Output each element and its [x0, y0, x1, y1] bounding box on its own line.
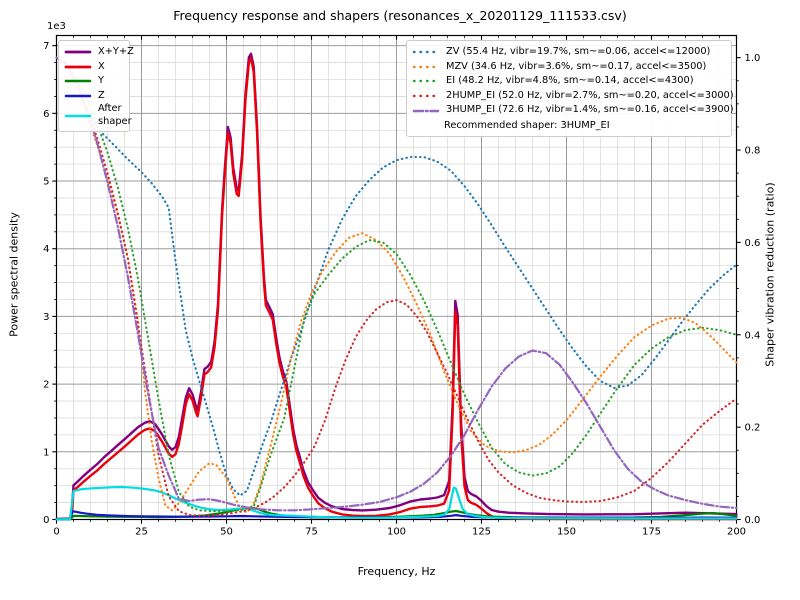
svg-text:0.8: 0.8 — [745, 146, 761, 157]
legend-entry-label: Y — [98, 75, 104, 87]
legend-entry-label: X — [98, 60, 105, 72]
svg-text:50: 50 — [220, 527, 233, 538]
y-axis-offset-label: 1e3 — [47, 21, 66, 32]
svg-text:150: 150 — [557, 527, 576, 538]
legend-line-swatch — [412, 80, 440, 83]
svg-text:175: 175 — [642, 527, 661, 538]
legend-line-swatch — [412, 65, 440, 69]
legend-entry-mzv: MZV (34.6 Hz, vibr=3.6%, sm~=0.17, accel… — [412, 60, 725, 75]
legend-shapers: ZV (55.4 Hz, vibr=19.7%, sm~=0.06, accel… — [406, 40, 734, 137]
legend-psd: X+Y+Z X Y Z After shaper — [58, 40, 134, 133]
legend-entry-x: X — [64, 60, 123, 75]
series-2hump-ei — [55, 56, 738, 517]
legend-line-swatch — [64, 114, 92, 118]
series-ei — [55, 56, 738, 513]
recommended-shaper-text: Recommended shaper: 3HUMP_EI — [444, 119, 610, 131]
x-axis-label: Frequency, Hz — [357, 565, 436, 578]
legend-line-swatch — [412, 51, 440, 54]
legend-entry-z: Z — [64, 89, 123, 104]
legend-entry-x-y-z: X+Y+Z — [64, 45, 134, 60]
legend-line-swatch — [64, 65, 92, 69]
series-after-shaper — [55, 485, 738, 521]
legend-entry-label: After shaper — [98, 103, 132, 127]
svg-text:1: 1 — [43, 447, 49, 458]
series-mzv — [55, 56, 738, 514]
chart-title: Frequency response and shapers (resonanc… — [173, 8, 627, 23]
legend-entry-label: X+Y+Z — [98, 46, 134, 58]
legend-entry-after-shaper: After shaper — [64, 103, 132, 128]
svg-text:1.0: 1.0 — [745, 53, 761, 64]
svg-text:200: 200 — [727, 527, 746, 538]
svg-text:2: 2 — [43, 380, 49, 391]
svg-text:0.2: 0.2 — [745, 423, 761, 434]
svg-text:3: 3 — [43, 312, 49, 323]
series-zv — [55, 56, 738, 497]
legend-line-swatch — [412, 109, 440, 112]
svg-text:125: 125 — [472, 527, 491, 538]
legend-line-swatch — [64, 80, 92, 83]
svg-text:0: 0 — [53, 527, 59, 538]
legend-entry-2hump-ei: 2HUMP_EI (52.0 Hz, vibr=2.7%, sm~=0.20, … — [412, 89, 734, 104]
svg-text:5: 5 — [43, 177, 49, 188]
legend-line-swatch — [412, 94, 440, 98]
svg-text:0: 0 — [43, 515, 49, 526]
legend-entry-label: 3HUMP_EI (72.6 Hz, vibr=1.4%, sm~=0.16, … — [446, 104, 734, 116]
legend-entry-label: 2HUMP_EI (52.0 Hz, vibr=2.7%, sm~=0.20, … — [446, 89, 734, 101]
legend-entry-label: Z — [98, 89, 105, 101]
legend-line-swatch — [64, 50, 92, 54]
svg-text:25: 25 — [135, 527, 148, 538]
svg-text:0.4: 0.4 — [745, 330, 761, 341]
svg-text:4: 4 — [43, 244, 49, 255]
legend-entry-label: ZV (55.4 Hz, vibr=19.7%, sm~=0.06, accel… — [446, 46, 711, 58]
svg-text:100: 100 — [387, 527, 406, 538]
legend-entry-3hump-ei: 3HUMP_EI (72.6 Hz, vibr=1.4%, sm~=0.16, … — [412, 103, 734, 118]
legend-entry-ei: EI (48.2 Hz, vibr=4.8%, sm~=0.14, accel<… — [412, 74, 725, 89]
svg-text:75: 75 — [305, 527, 318, 538]
legend-entry-label: MZV (34.6 Hz, vibr=3.6%, sm~=0.17, accel… — [446, 60, 707, 72]
svg-text:7: 7 — [43, 41, 49, 52]
svg-text:0.0: 0.0 — [745, 515, 761, 526]
legend-entry-y: Y — [64, 74, 123, 89]
svg-text:6: 6 — [43, 109, 49, 120]
legend-entry-zv: ZV (55.4 Hz, vibr=19.7%, sm~=0.06, accel… — [412, 45, 725, 60]
legend-line-swatch — [64, 94, 92, 98]
legend-entry-label: EI (48.2 Hz, vibr=4.8%, sm~=0.14, accel<… — [446, 75, 694, 87]
svg-text:0.6: 0.6 — [745, 238, 761, 249]
series-3hump-ei — [55, 56, 738, 512]
